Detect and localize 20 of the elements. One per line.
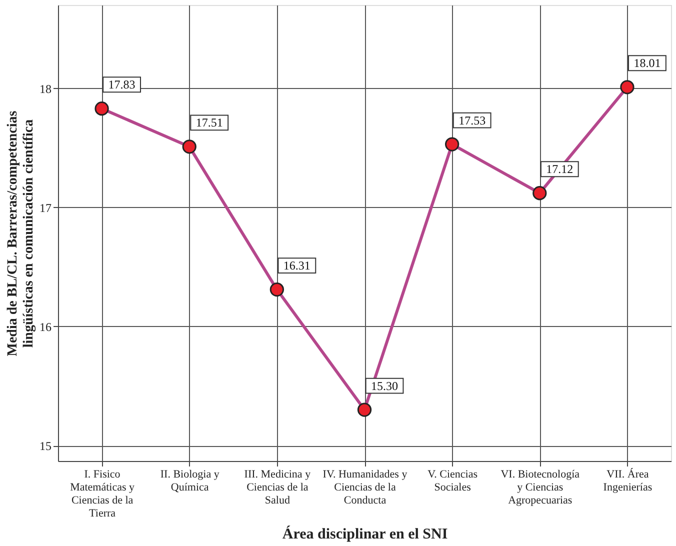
y-tick-label: 15 [40,439,52,454]
y-tick-label: 17 [40,200,52,215]
x-tick-label: V. Ciencias Sociales [428,468,478,494]
text: 17.12 [546,162,574,176]
y-axis-title: Media de BL/CL. Barreras/competencias lingüísticas en comunicación científica [6,110,36,356]
y-tick-label: 16 [40,320,52,334]
text: 15.30 [371,378,398,393]
text: 17.83 [108,78,136,92]
x-axis-title: Área disciplinar en el SNI [282,526,448,542]
x-tick-label: I. Fisico Matemáticas y Ciencias de la Tierra [70,468,136,520]
x-tick-label: IV. Humanidades y Ciencias de la Conducta [322,468,408,506]
x-tick-label: III. Medicina y Ciencias de la Salud [244,468,312,506]
text: 16.31 [283,258,310,273]
text: 17.53 [458,113,486,128]
x-tick-label: II. Biologia y Química [160,468,220,494]
x-tick-label: VII. Área Ingenierías [603,468,652,494]
text: 18.01 [634,56,661,70]
text: 17.51 [196,116,223,130]
x-tick-label: VI. Biotecnología y Ciencias Agropecuarias [500,468,580,506]
y-tick-label: 18 [40,82,52,96]
